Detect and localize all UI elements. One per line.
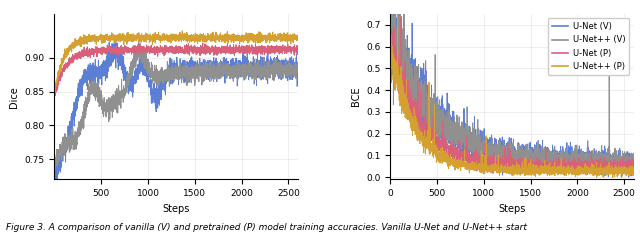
U-Net (P) (387, 28, 394, 31)
Line: U-Net (V): U-Net (V) (390, 14, 634, 177)
U-Net++ (V) (618, 176, 625, 179)
U-Net++ (V) (65, 137, 72, 140)
U-Net (P) (199, 42, 207, 45)
U-Net (P) (576, 161, 584, 164)
U-Net++ (P) (576, 168, 584, 170)
U-Net++ (V) (51, 166, 58, 169)
U-Net (P) (84, 51, 92, 53)
U-Net (P) (104, 47, 112, 50)
U-Net++ (V) (547, 157, 554, 159)
U-Net++ (V) (387, 54, 394, 57)
Line: U-Net++ (V): U-Net++ (V) (390, 14, 634, 177)
U-Net++ (V) (51, 168, 59, 171)
U-Net (P) (547, 164, 554, 167)
U-Net (V) (630, 169, 637, 172)
U-Net++ (V) (420, 89, 428, 92)
Line: U-Net++ (P): U-Net++ (P) (390, 14, 634, 177)
Line: U-Net (P): U-Net (P) (54, 43, 298, 96)
X-axis label: Steps: Steps (498, 204, 525, 214)
U-Net (P) (397, 15, 405, 18)
U-Net++ (V) (134, 41, 142, 44)
U-Net++ (V) (245, 71, 253, 74)
U-Net++ (V) (84, 98, 92, 101)
U-Net++ (V) (440, 131, 448, 134)
U-Net (V) (111, 38, 118, 41)
U-Net (V) (575, 155, 583, 158)
U-Net++ (V) (387, 13, 394, 15)
U-Net++ (P) (51, 91, 58, 94)
U-Net++ (P) (387, 38, 394, 41)
U-Net (P) (51, 94, 59, 97)
U-Net (V) (211, 64, 218, 67)
U-Net (V) (387, 13, 394, 15)
U-Net++ (V) (211, 71, 218, 73)
U-Net++ (P) (65, 51, 72, 54)
U-Net (P) (400, 100, 408, 103)
Line: U-Net++ (V): U-Net++ (V) (54, 42, 298, 170)
Line: U-Net (V): U-Net (V) (54, 39, 298, 179)
U-Net++ (V) (576, 154, 584, 157)
U-Net (P) (420, 126, 428, 129)
U-Net++ (P) (294, 39, 301, 41)
U-Net (V) (440, 123, 448, 126)
U-Net (P) (211, 48, 218, 51)
U-Net++ (P) (394, 13, 401, 15)
U-Net (V) (240, 68, 248, 70)
U-Net (P) (630, 162, 637, 165)
U-Net (P) (65, 63, 72, 66)
U-Net++ (V) (240, 63, 248, 65)
U-Net (V) (581, 155, 589, 158)
U-Net (V) (400, 43, 408, 45)
U-Net++ (V) (581, 159, 589, 162)
Line: U-Net (P): U-Net (P) (390, 17, 634, 174)
Legend: U-Net (V), U-Net++ (V), U-Net (P), U-Net++ (P): U-Net (V), U-Net++ (V), U-Net (P), U-Net… (548, 18, 629, 75)
Text: Figure 3. A comparison of vanilla (V) and pretrained (P) model training accuraci: Figure 3. A comparison of vanilla (V) an… (6, 223, 527, 232)
U-Net (V) (51, 178, 58, 181)
U-Net (V) (51, 174, 58, 176)
U-Net++ (P) (630, 172, 637, 175)
Y-axis label: Dice: Dice (9, 86, 19, 108)
U-Net++ (P) (581, 171, 589, 174)
U-Net (P) (51, 90, 58, 93)
U-Net (V) (245, 63, 253, 66)
U-Net (V) (420, 62, 428, 65)
U-Net++ (P) (609, 176, 616, 179)
U-Net++ (V) (294, 71, 301, 74)
Y-axis label: BCE: BCE (351, 87, 360, 106)
U-Net (P) (581, 159, 589, 162)
U-Net (P) (245, 48, 253, 50)
U-Net++ (P) (179, 29, 186, 32)
U-Net++ (P) (420, 151, 428, 154)
U-Net++ (P) (240, 38, 248, 41)
U-Net (V) (84, 79, 92, 82)
U-Net (P) (240, 51, 248, 54)
U-Net (P) (580, 172, 588, 175)
U-Net++ (V) (104, 113, 112, 115)
U-Net++ (P) (211, 36, 218, 38)
Line: U-Net++ (P): U-Net++ (P) (54, 31, 298, 93)
X-axis label: Steps: Steps (163, 204, 190, 214)
U-Net (V) (65, 142, 72, 144)
U-Net++ (P) (84, 38, 92, 41)
U-Net++ (P) (400, 101, 408, 104)
U-Net (P) (440, 147, 448, 150)
U-Net (V) (547, 160, 554, 162)
U-Net++ (V) (400, 35, 408, 38)
U-Net++ (P) (440, 151, 448, 154)
U-Net (V) (609, 176, 616, 179)
U-Net++ (P) (547, 171, 554, 174)
U-Net++ (P) (51, 92, 58, 95)
U-Net++ (P) (245, 32, 253, 34)
U-Net (V) (294, 72, 301, 75)
U-Net++ (V) (630, 152, 637, 155)
U-Net (V) (104, 51, 112, 53)
U-Net (P) (294, 50, 301, 53)
U-Net++ (P) (104, 37, 112, 40)
